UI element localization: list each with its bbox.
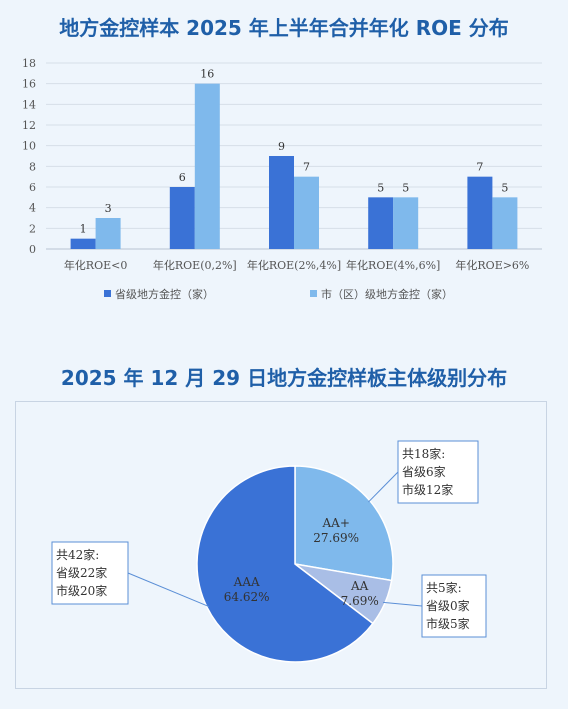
y-tick-label: 12 bbox=[22, 119, 36, 132]
bar bbox=[95, 218, 121, 249]
x-tick-label: 年化ROE(4%,6%] bbox=[346, 258, 440, 272]
bar bbox=[169, 187, 195, 249]
y-tick-label: 8 bbox=[29, 160, 36, 173]
bar bbox=[294, 176, 319, 249]
y-tick-label: 10 bbox=[22, 140, 36, 153]
bar-value-label: 5 bbox=[501, 181, 508, 194]
pie-callout-line: 市级20家 bbox=[56, 583, 107, 598]
y-tick-label: 6 bbox=[29, 181, 36, 194]
bar-value-label: 5 bbox=[377, 181, 384, 194]
pie-slice-percent: 7.69% bbox=[341, 594, 379, 608]
y-tick-label: 14 bbox=[22, 98, 36, 111]
pie-chart-title: 2025 年 12 月 29 日地方金控样板主体级别分布 bbox=[60, 366, 508, 390]
pie-slice-percent: 27.69% bbox=[313, 531, 359, 545]
pie-callout-line: 省级6家 bbox=[402, 464, 446, 479]
y-tick-label: 16 bbox=[22, 78, 36, 91]
bar-value-label: 6 bbox=[179, 171, 186, 184]
legend-item: 市（区）级地方金控（家） bbox=[310, 287, 453, 301]
bar-value-label: 5 bbox=[402, 181, 409, 194]
y-tick-label: 2 bbox=[29, 222, 36, 235]
pie-slice-label: AA+ bbox=[321, 516, 349, 530]
pie-slice bbox=[196, 465, 374, 663]
x-tick-label: 年化ROE(2%,4%] bbox=[247, 258, 341, 272]
pie-callout-line: 共5家: bbox=[426, 580, 462, 595]
bar-chart-title: 地方金控样本 2025 年上半年合并年化 ROE 分布 bbox=[59, 16, 509, 40]
bar-value-label: 9 bbox=[278, 140, 285, 153]
x-tick-label: 年化ROE(0,2%] bbox=[153, 258, 237, 272]
x-tick-label: 年化ROE>6% bbox=[455, 258, 529, 272]
bar-value-label: 7 bbox=[476, 161, 483, 174]
bar-value-label: 7 bbox=[303, 161, 310, 174]
pie-callout-leader bbox=[383, 601, 423, 607]
legend-swatch bbox=[104, 290, 111, 297]
pie-callout-line: 市级12家 bbox=[402, 482, 453, 497]
bar-value-label: 1 bbox=[80, 223, 87, 236]
pie-callout-line: 共18家: bbox=[402, 446, 445, 461]
pie-callout-line: 省级0家 bbox=[426, 598, 470, 613]
bar bbox=[393, 197, 419, 249]
legend-label: 市（区）级地方金控（家） bbox=[321, 287, 453, 301]
pie-callout-line: 市级5家 bbox=[426, 616, 470, 631]
pie-callout-leader bbox=[127, 572, 210, 608]
pie-chart-panel: AA+ 27.69% AA 7.69% AAA 64.62% 共18家: 省级6家市级12家… bbox=[15, 401, 547, 689]
pie-slice-label: AA bbox=[350, 579, 369, 593]
pie-slice-label: AAA bbox=[233, 575, 260, 589]
bar-chart: 0 2 4 6 8 10 12 14 16 18 1 3 6 16 9 7 5 5 7 5 年化ROE<0 年化ROE… bbox=[22, 57, 542, 301]
legend-item: 省级地方金控（家） bbox=[104, 287, 214, 301]
bar bbox=[368, 197, 394, 249]
pie-callout-leader bbox=[368, 471, 399, 503]
y-tick-label: 0 bbox=[29, 243, 36, 256]
pie-slice-percent: 64.62% bbox=[224, 590, 270, 604]
bar bbox=[70, 238, 96, 249]
bar bbox=[194, 83, 220, 250]
pie-callout-line: 省级22家 bbox=[56, 565, 107, 580]
y-tick-label: 4 bbox=[29, 202, 36, 215]
bar-value-label: 16 bbox=[200, 68, 214, 81]
pie-callout-box bbox=[51, 541, 129, 605]
legend-label: 省级地方金控（家） bbox=[115, 287, 214, 301]
legend-swatch bbox=[310, 290, 317, 297]
bar bbox=[492, 197, 518, 249]
bar bbox=[467, 176, 493, 249]
bar-value-label: 3 bbox=[105, 202, 112, 215]
bar bbox=[269, 156, 294, 249]
y-tick-label: 18 bbox=[22, 57, 36, 70]
pie-callout-box bbox=[421, 574, 487, 638]
x-tick-label: 年化ROE<0 bbox=[64, 258, 128, 272]
pie-callout-line: 共42家: bbox=[56, 547, 99, 562]
